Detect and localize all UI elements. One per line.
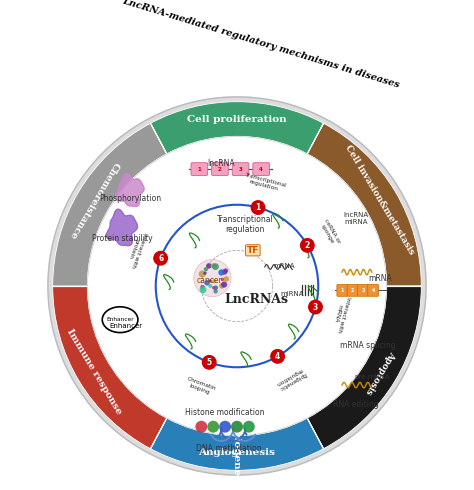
Text: Epigenetic
regulation: Epigenetic regulation	[274, 366, 307, 391]
Text: Enhancer: Enhancer	[109, 322, 143, 329]
FancyBboxPatch shape	[191, 163, 208, 175]
FancyBboxPatch shape	[211, 163, 228, 175]
Text: Interact with
protein: Interact with protein	[125, 230, 148, 269]
FancyBboxPatch shape	[232, 163, 249, 175]
Text: 4: 4	[275, 352, 280, 361]
FancyBboxPatch shape	[337, 284, 347, 296]
Circle shape	[206, 263, 211, 269]
Circle shape	[223, 269, 228, 273]
Text: Cell invasion&metastasis: Cell invasion&metastasis	[344, 144, 416, 256]
Text: ceRNA or
sponge: ceRNA or sponge	[318, 218, 341, 247]
Text: 5: 5	[207, 358, 212, 367]
Wedge shape	[307, 286, 421, 449]
Text: 3: 3	[238, 167, 243, 172]
Text: 6: 6	[158, 254, 163, 263]
Wedge shape	[53, 286, 167, 449]
Text: Angiogenesis: Angiogenesis	[199, 448, 275, 457]
Text: Enhancer: Enhancer	[106, 317, 134, 322]
Text: Apoptosis: Apoptosis	[364, 348, 397, 395]
Text: TF: TF	[246, 246, 259, 255]
Circle shape	[219, 270, 225, 276]
Text: cancer: cancer	[196, 275, 222, 285]
Text: 2: 2	[351, 288, 355, 293]
Polygon shape	[106, 209, 137, 246]
FancyBboxPatch shape	[357, 284, 368, 296]
Circle shape	[207, 421, 219, 433]
Text: LncRNA-mediated regulatory mechnisms in diseases: LncRNA-mediated regulatory mechnisms in …	[121, 0, 401, 90]
Circle shape	[221, 281, 227, 288]
Text: Protein stability: Protein stability	[92, 234, 152, 243]
Text: lncRNA
miRNA: lncRNA miRNA	[343, 212, 368, 225]
FancyBboxPatch shape	[347, 284, 358, 296]
Wedge shape	[53, 123, 167, 286]
Circle shape	[231, 421, 243, 433]
Circle shape	[212, 263, 219, 270]
Circle shape	[200, 286, 207, 293]
Circle shape	[209, 279, 212, 283]
Text: pre-mRNA: pre-mRNA	[354, 374, 390, 380]
Circle shape	[199, 270, 206, 277]
Text: 1: 1	[198, 167, 201, 172]
Circle shape	[219, 421, 231, 433]
Text: Angiogenesis: Angiogenesis	[233, 415, 241, 490]
Circle shape	[210, 263, 215, 268]
Text: Phosphorylation: Phosphorylation	[99, 195, 161, 203]
Circle shape	[202, 356, 216, 369]
FancyBboxPatch shape	[368, 284, 379, 296]
Circle shape	[154, 251, 167, 265]
Polygon shape	[116, 173, 144, 206]
Text: lncRNA: lncRNA	[207, 159, 235, 168]
Text: mRNA: mRNA	[274, 263, 295, 269]
Text: Immune response: Immune response	[65, 327, 123, 416]
Circle shape	[243, 421, 255, 433]
Text: 3: 3	[313, 302, 318, 312]
Circle shape	[222, 269, 228, 275]
Circle shape	[88, 137, 386, 436]
Circle shape	[204, 280, 210, 286]
Circle shape	[212, 279, 216, 283]
Text: 1: 1	[255, 203, 261, 212]
Text: RNA editing: RNA editing	[333, 400, 379, 410]
Circle shape	[203, 271, 207, 275]
Circle shape	[204, 267, 208, 271]
Circle shape	[194, 259, 231, 297]
Text: mRNA: mRNA	[368, 273, 392, 283]
Wedge shape	[307, 123, 421, 286]
Circle shape	[219, 283, 225, 289]
Text: 4: 4	[372, 288, 375, 293]
Circle shape	[221, 278, 224, 281]
Circle shape	[212, 286, 215, 290]
Circle shape	[309, 300, 322, 314]
Text: 4: 4	[259, 167, 263, 172]
Text: DNA methylation: DNA methylation	[196, 444, 262, 453]
Text: Cell proliferation: Cell proliferation	[187, 115, 287, 123]
Wedge shape	[150, 418, 324, 470]
Text: 3: 3	[361, 288, 365, 293]
Text: Interact with
mRNA: Interact with mRNA	[330, 294, 350, 333]
Wedge shape	[150, 102, 324, 154]
Text: Histone modification: Histone modification	[185, 408, 265, 417]
Text: 2: 2	[218, 167, 222, 172]
Circle shape	[213, 286, 218, 290]
Text: Chemoreistance: Chemoreistance	[67, 160, 120, 240]
Circle shape	[223, 276, 229, 282]
Text: Chromatin
looping: Chromatin looping	[184, 376, 217, 397]
FancyBboxPatch shape	[253, 163, 270, 175]
Text: LncRNAs: LncRNAs	[225, 294, 289, 306]
Circle shape	[251, 201, 265, 214]
Circle shape	[201, 285, 205, 290]
Text: 2: 2	[305, 241, 310, 250]
Circle shape	[301, 239, 314, 252]
Circle shape	[213, 289, 218, 294]
Circle shape	[48, 97, 426, 475]
Text: Transcriptional
regulation: Transcriptional regulation	[243, 172, 287, 194]
Circle shape	[209, 284, 212, 288]
Text: mRNA splicing: mRNA splicing	[340, 341, 396, 350]
Circle shape	[271, 350, 284, 363]
Circle shape	[195, 421, 207, 433]
Text: 1: 1	[341, 288, 344, 293]
Text: Transcriptional
regulation: Transcriptional regulation	[217, 215, 273, 234]
Text: miRNA: miRNA	[281, 291, 304, 297]
